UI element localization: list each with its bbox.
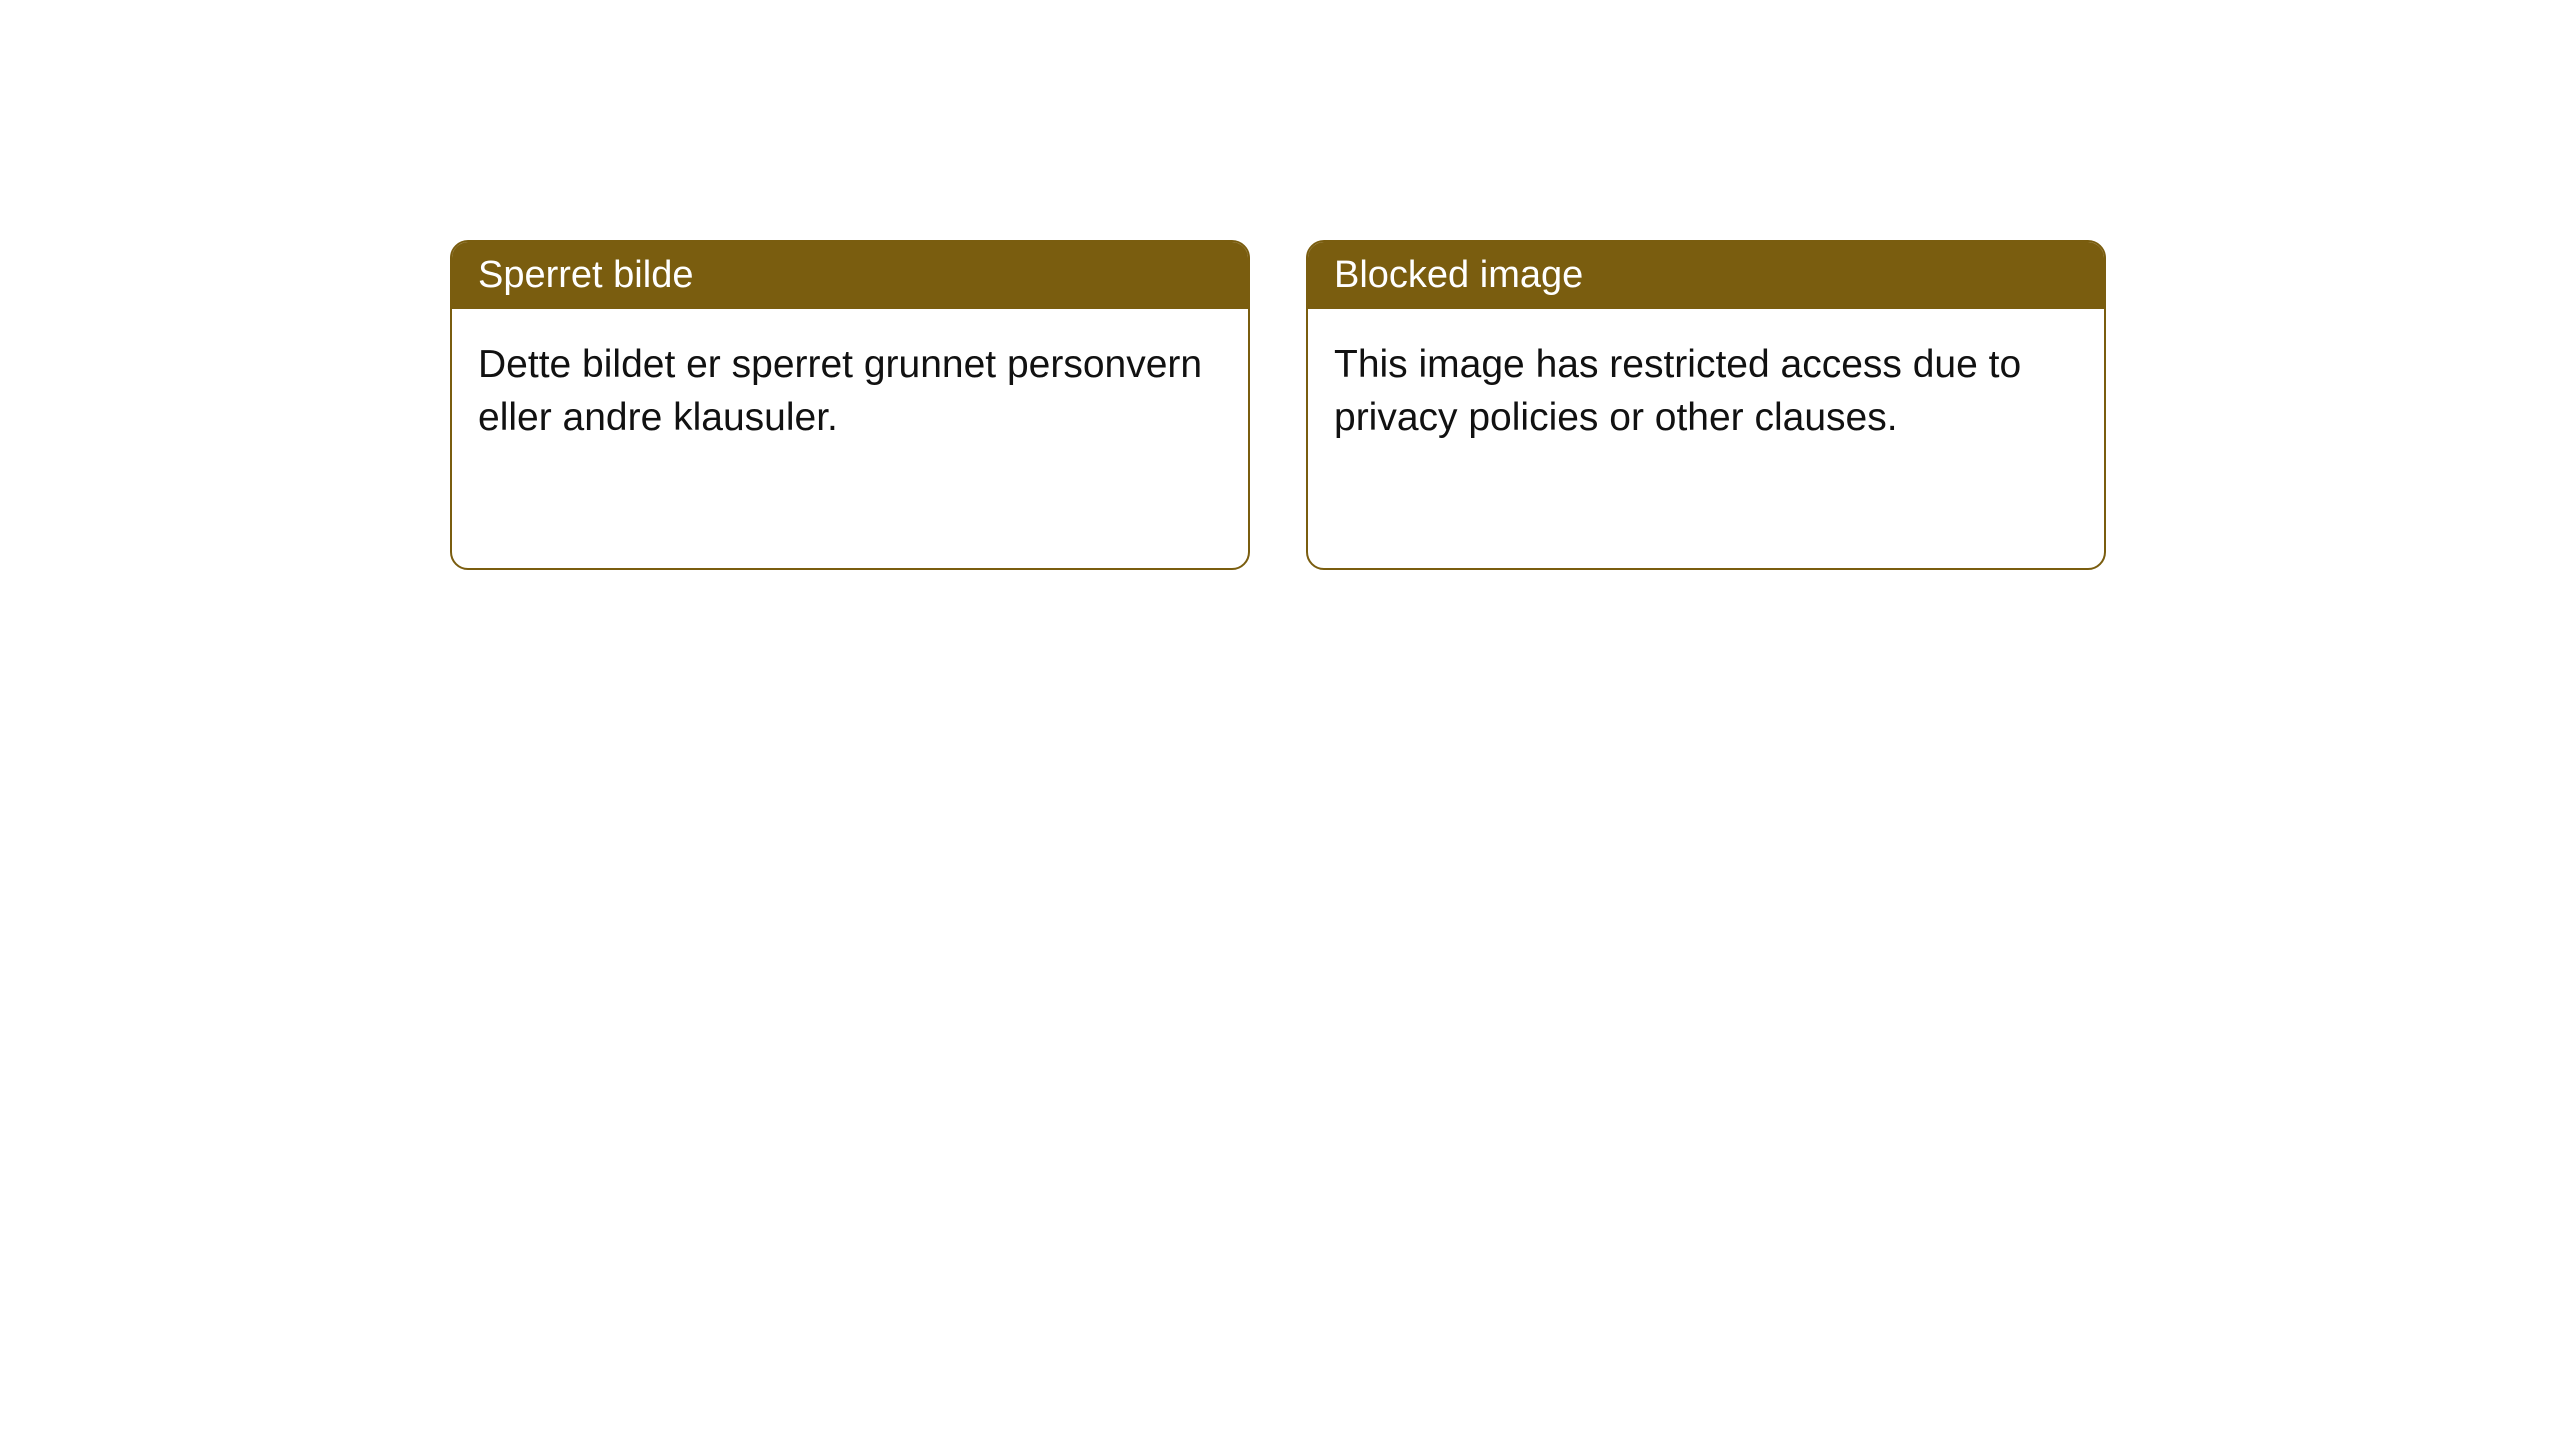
card-body: Dette bildet er sperret grunnet personve… — [452, 309, 1248, 474]
card-container: Sperret bilde Dette bildet er sperret gr… — [450, 240, 2560, 570]
blocked-image-card-en: Blocked image This image has restricted … — [1306, 240, 2106, 570]
card-body-text: This image has restricted access due to … — [1334, 343, 2021, 439]
card-body-text: Dette bildet er sperret grunnet personve… — [478, 343, 1202, 439]
card-header: Sperret bilde — [452, 242, 1248, 309]
card-body: This image has restricted access due to … — [1308, 309, 2104, 474]
blocked-image-card-no: Sperret bilde Dette bildet er sperret gr… — [450, 240, 1250, 570]
card-title: Sperret bilde — [478, 254, 693, 296]
card-title: Blocked image — [1334, 254, 1583, 296]
card-header: Blocked image — [1308, 242, 2104, 309]
